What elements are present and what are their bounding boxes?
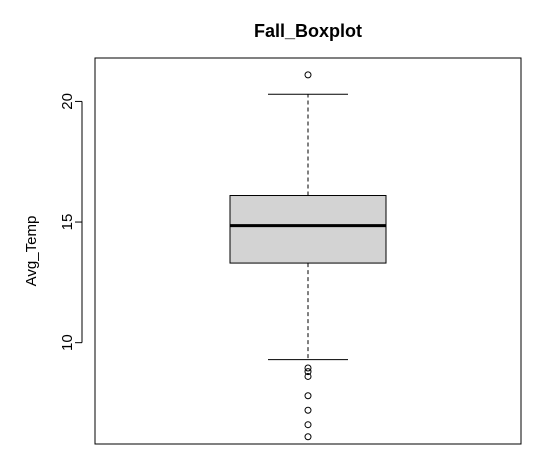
outlier-point [304,433,312,441]
y-tick-label: 20 [59,93,76,110]
outlier-point [304,421,312,429]
interquartile-box [229,195,387,264]
y-tick-label: 15 [59,214,76,231]
outlier-point [304,364,312,372]
box-plot [229,93,387,361]
outlier-point [304,372,312,380]
outlier-point [304,392,312,400]
y-tick-label: 10 [59,334,76,351]
outlier-point [304,406,312,414]
chart-title: Fall_Boxplot [254,21,362,41]
outlier-point [304,368,312,376]
y-axis: 10 15 20 [59,93,83,351]
outlier-points [304,71,312,441]
plot-frame [94,57,522,445]
outlier-point [304,71,312,79]
y-axis-label: Avg_Temp [23,216,40,287]
